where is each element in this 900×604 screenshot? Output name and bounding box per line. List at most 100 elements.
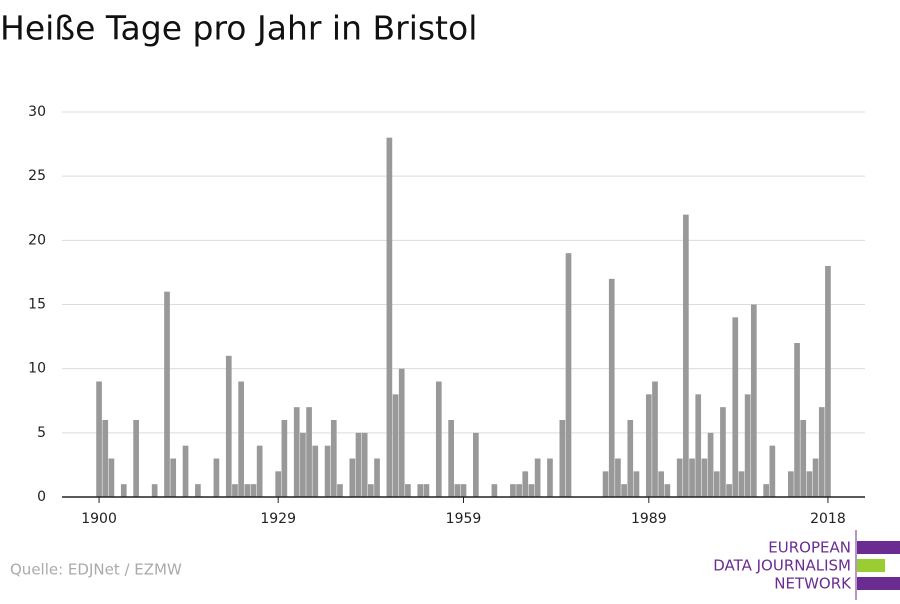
bar [368,484,374,497]
bar [510,484,516,497]
bar [615,458,621,497]
logo-text: EUROPEAN [768,539,851,557]
bar [528,484,535,497]
bar [701,458,708,497]
bar [232,484,238,497]
bar [398,368,405,497]
bar [473,432,479,497]
y-tick-label: 10 [28,361,46,377]
bar [602,471,609,497]
bar [238,381,244,497]
source: Quelle: EDJNet / EZMW [10,561,182,579]
y-tick-label: 0 [37,489,46,505]
y-tick-label: 15 [28,297,46,313]
bar [96,381,102,497]
bar [213,458,220,497]
x-tick-label: 1989 [631,511,667,527]
bar [225,355,232,497]
logo-text: NETWORK [774,575,852,593]
bar [330,420,337,497]
bar [256,445,263,497]
x-tick-label: 1959 [446,511,482,527]
bar [732,317,739,497]
bar [726,484,732,497]
logo: EUROPEAN DATA JOURNALISM NETWORK [713,530,900,600]
bar [460,484,467,497]
bar [664,484,671,497]
bar [565,253,572,497]
bar [312,445,319,497]
bar [738,471,745,497]
logo-bar [857,577,900,590]
bar [825,266,831,497]
bar [392,394,399,497]
bar [361,432,368,497]
bar [337,484,343,497]
bar [812,458,819,497]
bar [164,291,170,497]
y-tick-label: 25 [28,168,46,184]
y-tick-label: 20 [28,232,46,248]
x-tick-label: 1900 [81,511,117,527]
bar [559,420,566,497]
logo-bar [857,541,900,554]
bar [522,471,529,497]
bar [281,420,288,497]
bar [275,471,282,497]
bar [182,445,189,497]
bar [244,484,251,497]
bar [534,458,541,497]
logo-text: DATA JOURNALISM [713,557,851,575]
bar [645,394,652,497]
bar [423,484,430,497]
x-tick-label: 2018 [810,511,846,527]
bar [744,394,751,497]
bar [435,381,442,497]
bar [750,304,757,497]
bar [676,458,683,497]
bar [806,471,813,497]
bar [818,407,825,497]
bar [658,471,665,497]
bar [405,484,411,497]
bar [608,278,615,497]
bar [349,458,356,497]
bar [108,458,115,497]
bar [306,407,312,497]
y-tick-label: 30 [28,104,46,120]
logo-bar [857,559,885,572]
bar [689,458,695,497]
x-tick-label: 1929 [260,511,296,527]
bar [621,484,627,497]
bar [763,484,770,497]
bar [170,458,177,497]
bar [491,484,498,497]
bar [454,484,461,497]
bar [683,214,689,497]
bar [151,484,158,497]
bar [788,471,794,497]
bar [133,420,139,497]
bar [695,394,702,497]
bar [374,458,380,497]
bar [633,471,640,497]
bar [769,445,776,497]
bar [800,420,807,497]
bar [102,420,109,497]
chart-title: Heiße Tage pro Jahr in Bristol [0,9,477,48]
bar [250,484,257,497]
bar [516,484,522,497]
bar [720,407,726,497]
bar [293,407,300,497]
bar [417,484,424,497]
bar [713,471,720,497]
bar [707,432,714,497]
bar [300,432,306,497]
bar [627,420,634,497]
bar [386,137,393,497]
bar [652,381,658,497]
bar [324,445,331,497]
y-tick-label: 5 [37,425,46,441]
bar [195,484,201,497]
